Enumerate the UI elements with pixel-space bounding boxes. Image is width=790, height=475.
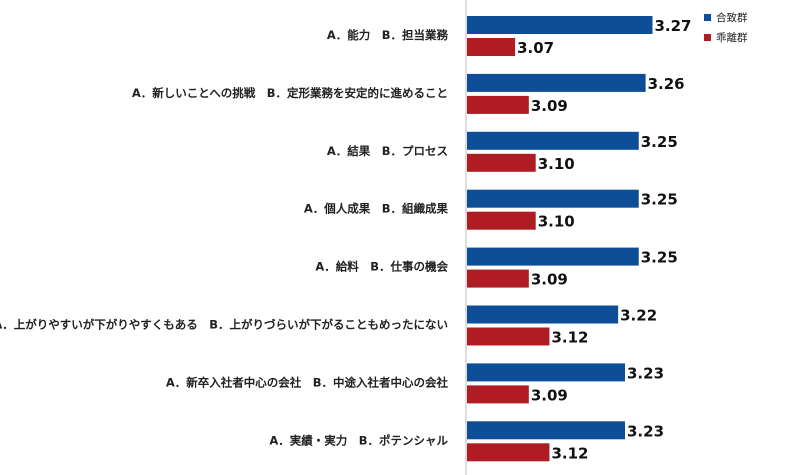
bar-gap-1 (467, 38, 516, 56)
bar-gap-5 (467, 269, 529, 288)
value-label: 3.26 (648, 75, 685, 93)
bar-gap-7 (467, 385, 529, 404)
category-label: A．新しいことへの挑戦 B．定形業務を安定的に進めること (132, 86, 448, 100)
category-label: A．実績・実力 B．ポテンシャル (269, 433, 448, 447)
category-label: A．給料 B．仕事の機会 (315, 260, 448, 274)
bar-match-5 (467, 247, 639, 266)
legend-label: 乖離群 (716, 31, 748, 44)
value-label: 3.25 (641, 191, 678, 209)
value-label: 3.09 (531, 97, 568, 115)
value-label: 3.27 (654, 17, 691, 35)
bar-match-2 (467, 73, 646, 92)
bars-layer (467, 16, 653, 462)
bar-gap-4 (467, 211, 536, 230)
value-label: 3.22 (620, 307, 657, 325)
bar-match-7 (467, 363, 626, 382)
value-label: 3.12 (551, 329, 588, 347)
category-label: A．個人成果 B．組織成果 (304, 202, 449, 216)
value-label: 3.07 (517, 39, 554, 57)
value-label: 3.12 (551, 444, 588, 462)
bar-gap-2 (467, 95, 529, 114)
bar-match-4 (467, 189, 639, 208)
category-label: A．結果 B．プロセス (327, 144, 448, 158)
bar-match-8 (467, 421, 626, 440)
value-label: 3.10 (538, 155, 575, 173)
category-label: A．上がりやすいが下がりやすくもある B．上がりづらいが下がることもめったにない (0, 318, 448, 332)
category-label: A．新卒入社者中心の会社 B．中途入社者中心の会社 (166, 375, 449, 389)
legend-swatch (704, 14, 711, 21)
value-label: 3.25 (641, 249, 678, 267)
bar-match-3 (467, 131, 639, 150)
bar-gap-8 (467, 443, 550, 462)
value-label: 3.25 (641, 133, 678, 151)
value-label: 3.23 (627, 364, 664, 382)
bar-match-1 (467, 16, 653, 34)
value-label: 3.23 (627, 422, 664, 440)
value-label: 3.09 (531, 271, 568, 289)
value-label: 3.10 (538, 213, 575, 231)
legend-swatch (704, 34, 711, 41)
labels-layer: A．能力 B．担当業務 3.27 3.07 A．新しいことへの挑戦 B．定形業務を安定… (0, 17, 692, 462)
category-label: A．能力 B．担当業務 (327, 28, 449, 42)
bar-gap-3 (467, 153, 536, 172)
bar-match-6 (467, 305, 619, 324)
bar-gap-6 (467, 327, 550, 346)
value-label: 3.09 (531, 386, 568, 404)
legend-label: 合致群 (716, 11, 748, 24)
